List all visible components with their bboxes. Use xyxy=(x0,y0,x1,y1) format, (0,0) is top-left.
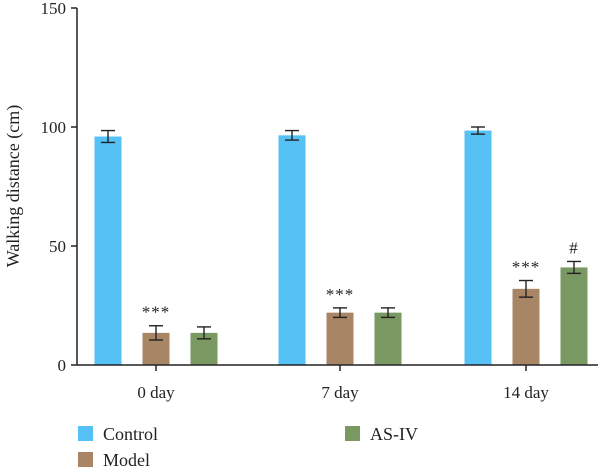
y-tick-label: 100 xyxy=(41,118,67,137)
x-tick-label: 14 day xyxy=(503,383,549,402)
legend-swatch xyxy=(78,452,93,467)
bar-model-1 xyxy=(326,312,354,365)
legend-swatch xyxy=(345,426,360,441)
legend-item-control: Control xyxy=(78,424,158,444)
error-bar xyxy=(149,325,163,341)
legend-item-as-iv: AS-IV xyxy=(345,424,418,444)
bar-control-2 xyxy=(464,130,492,365)
significance-annotation: *** xyxy=(326,285,355,304)
error-bar xyxy=(381,307,395,319)
legend-label: AS-IV xyxy=(370,424,418,444)
error-bar xyxy=(101,129,115,144)
legend-label: Model xyxy=(103,450,150,467)
significance-annotation: *** xyxy=(512,258,541,277)
legend-swatch xyxy=(78,426,93,441)
significance-annotation: *** xyxy=(142,303,171,322)
bar-control-1 xyxy=(278,135,306,365)
y-axis-label: Walking distance (cm) xyxy=(3,105,24,268)
x-tick-label: 0 day xyxy=(137,383,175,402)
legend-label: Control xyxy=(103,424,158,444)
bar-as-iv-1 xyxy=(374,312,402,365)
bar-as-iv-2 xyxy=(560,267,588,365)
error-bar xyxy=(285,129,299,141)
error-bar xyxy=(519,279,533,298)
y-tick-label: 50 xyxy=(49,237,66,256)
error-bar xyxy=(471,126,485,135)
x-tick-label: 7 day xyxy=(321,383,359,402)
y-tick-label: 0 xyxy=(58,356,67,375)
bar-control-0 xyxy=(94,136,122,365)
error-bar xyxy=(333,307,347,319)
axes-layer: 0 50 100 150 0 day 7 day 14 day xyxy=(41,0,598,402)
significance-annotation: # xyxy=(569,238,579,257)
error-bar xyxy=(197,326,211,340)
error-bar xyxy=(567,260,581,275)
legend: Control Model AS-IV xyxy=(78,424,418,467)
bar-model-2 xyxy=(512,288,540,365)
legend-item-model: Model xyxy=(78,450,150,467)
y-tick-label: 150 xyxy=(41,0,67,18)
bars-layer: *** *** *** # xyxy=(94,126,588,365)
